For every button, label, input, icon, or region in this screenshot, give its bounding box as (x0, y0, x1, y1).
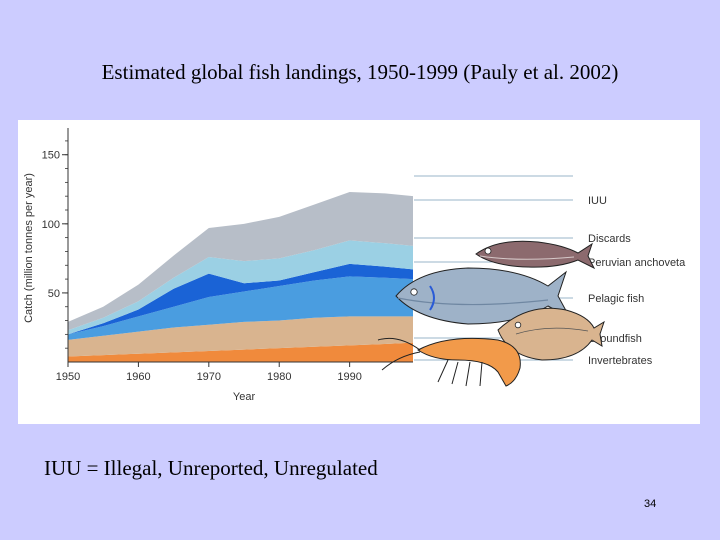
groundfish-icon (497, 307, 605, 361)
legend-label-iuu: IUU (588, 195, 607, 207)
slide-number: 34 (644, 498, 657, 510)
y-tick-label: 50 (48, 288, 60, 300)
anchoveta-icon (475, 240, 596, 270)
area-iuu (68, 192, 413, 331)
chart-areas (68, 192, 413, 362)
x-axis-label: Year (233, 391, 256, 403)
y-tick-label: 150 (42, 150, 60, 162)
x-tick-label: 1980 (267, 371, 291, 383)
chart-axes: 50 100 150 1950 1960 1970 1980 1990 Year Catch (m… (23, 128, 413, 403)
shrimp-icon (377, 337, 521, 387)
area-invertebrates (68, 342, 413, 362)
x-tick-label: 1950 (56, 371, 80, 383)
x-tick-label: 1970 (197, 371, 221, 383)
chart-svg: 50 100 150 1950 1960 1970 1980 1990 Year Catch (m… (23, 128, 686, 403)
footnote: IUU = Illegal, Unreported, Unregulated (44, 456, 378, 480)
chart-figure: 50 100 150 1950 1960 1970 1980 1990 Year Catch (m… (18, 120, 700, 424)
y-axis-label: Catch (million tonnes per year) (23, 173, 35, 323)
area-pelagic-fish (68, 276, 413, 340)
fish-illustrations (377, 240, 605, 387)
legend-label-invertebrates: Invertebrates (588, 355, 653, 367)
legend-label-pelagic-fish: Pelagic fish (588, 293, 644, 305)
legend-label-peruvian-anchoveta: Peruvian anchoveta (588, 257, 686, 269)
slide-title: Estimated global fish landings, 1950-199… (101, 60, 619, 84)
area-discards (68, 240, 413, 335)
pelagic-fish-icon (395, 267, 572, 325)
y-tick-label: 100 (42, 219, 60, 231)
legend-label-discards: Discards (588, 233, 631, 245)
x-tick-label: 1960 (126, 371, 150, 383)
x-tick-label: 1990 (337, 371, 361, 383)
area-peruvian-anchoveta (68, 263, 413, 335)
area-groundfish (68, 316, 413, 357)
